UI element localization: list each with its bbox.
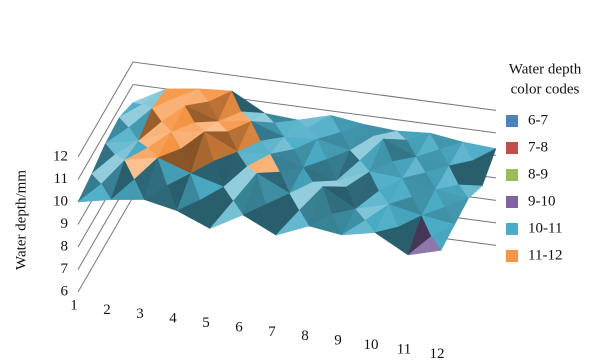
y-tick-label: 7: [61, 261, 69, 277]
surface-facet: [209, 200, 244, 229]
x-tick-label: 3: [136, 306, 144, 322]
x-tick-label: 1: [70, 297, 78, 313]
x-tick-label: 12: [430, 346, 445, 360]
legend-swatch: [506, 169, 518, 181]
x-tick-label: 7: [268, 324, 276, 340]
legend-title: color codes: [511, 81, 580, 97]
surface-facet: [242, 203, 277, 236]
x-tick-label: 9: [334, 333, 342, 349]
y-tick-label: 12: [53, 148, 68, 164]
grid-line: [77, 83, 497, 180]
y-tick-label: 9: [61, 216, 69, 232]
surface-facet: [143, 185, 178, 212]
x-tick-label: 10: [364, 337, 379, 353]
y-tick-label: 6: [61, 283, 69, 299]
legend-label: 9-10: [528, 193, 556, 209]
legend-label: 8-9: [528, 166, 548, 182]
x-tick-label: 11: [397, 341, 411, 357]
x-tick-label: 4: [169, 311, 177, 327]
legend-swatch: [506, 223, 518, 235]
legend-swatch: [506, 142, 518, 154]
surface-facet: [110, 178, 145, 200]
x-tick-label: 6: [235, 319, 243, 335]
legend-swatch: [506, 196, 518, 208]
surface-facet: [275, 209, 310, 236]
legend-swatch: [506, 250, 518, 262]
surface-facet: [341, 219, 376, 236]
surface-facet: [374, 226, 409, 256]
x-tick-label: 5: [202, 315, 210, 331]
surface: [77, 88, 497, 256]
legend-label: 7-8: [528, 139, 548, 155]
legend-label: 10-11: [528, 220, 562, 236]
y-axis-label: Water depth/mm: [13, 170, 29, 270]
y-tick-label: 8: [61, 238, 69, 254]
legend-title: Water depth: [509, 61, 582, 77]
x-tick-label: 2: [103, 302, 111, 318]
surface-facet: [308, 213, 343, 236]
surface-facet: [176, 199, 211, 230]
legend-swatch: [506, 115, 518, 127]
y-tick-label: 11: [54, 171, 68, 187]
grid-line: [77, 61, 497, 158]
legend-label: 6-7: [528, 112, 548, 128]
surface-facet: [407, 235, 442, 256]
y-tick-label: 10: [53, 193, 68, 209]
surface-facet: [77, 183, 112, 203]
legend-label: 11-12: [528, 247, 562, 263]
x-tick-label: 8: [301, 328, 309, 344]
